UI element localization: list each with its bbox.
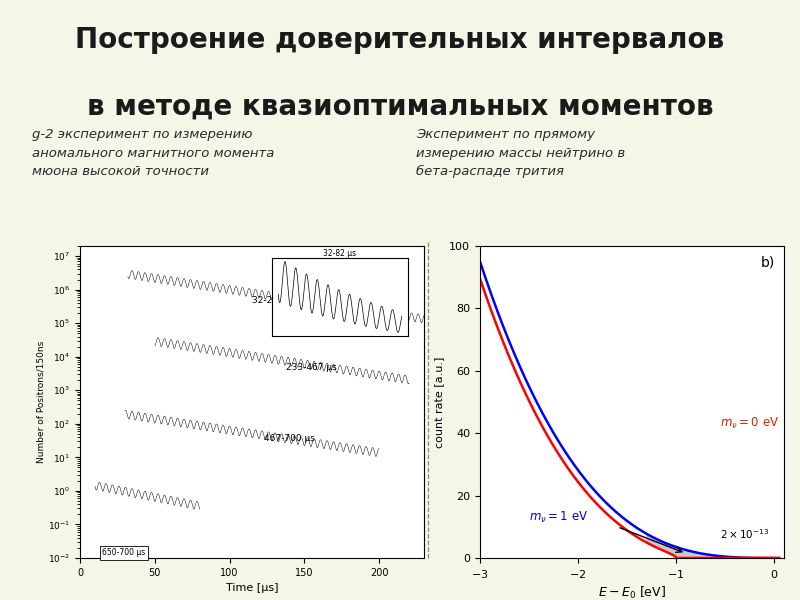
X-axis label: $E-E_0\ [\mathrm{eV}]$: $E-E_0\ [\mathrm{eV}]$ [598, 585, 666, 600]
Text: 650-700 μs: 650-700 μs [102, 548, 146, 557]
X-axis label: Time [μs]: Time [μs] [226, 583, 278, 593]
Text: $m_\nu = 0$ eV: $m_\nu = 0$ eV [720, 416, 779, 431]
Text: 32-233 μs: 32-233 μs [252, 296, 297, 305]
Text: Эксперимент по прямому
измерению массы нейтрино в
бета-распаде трития: Эксперимент по прямому измерению массы н… [416, 128, 625, 178]
Text: g-2 эксперимент по измерению
аномального магнитного момента
мюона высокой точнос: g-2 эксперимент по измерению аномального… [32, 128, 274, 178]
Text: 467-700 μs: 467-700 μs [264, 434, 315, 443]
Text: b): b) [761, 256, 775, 269]
Text: 233-467 μs: 233-467 μs [286, 363, 338, 372]
Text: $2 \times 10^{-13}$: $2 \times 10^{-13}$ [720, 527, 770, 541]
Text: в методе квазиоптимальных моментов: в методе квазиоптимальных моментов [86, 92, 714, 121]
Text: Построение доверительных интервалов: Построение доверительных интервалов [75, 26, 725, 55]
Title: 32-82 μs: 32-82 μs [323, 249, 357, 258]
Y-axis label: count rate [a.u.]: count rate [a.u.] [434, 356, 444, 448]
Y-axis label: Number of Positrons/150ns: Number of Positrons/150ns [36, 341, 45, 463]
Text: $m_\nu = 1$ eV: $m_\nu = 1$ eV [529, 509, 588, 524]
